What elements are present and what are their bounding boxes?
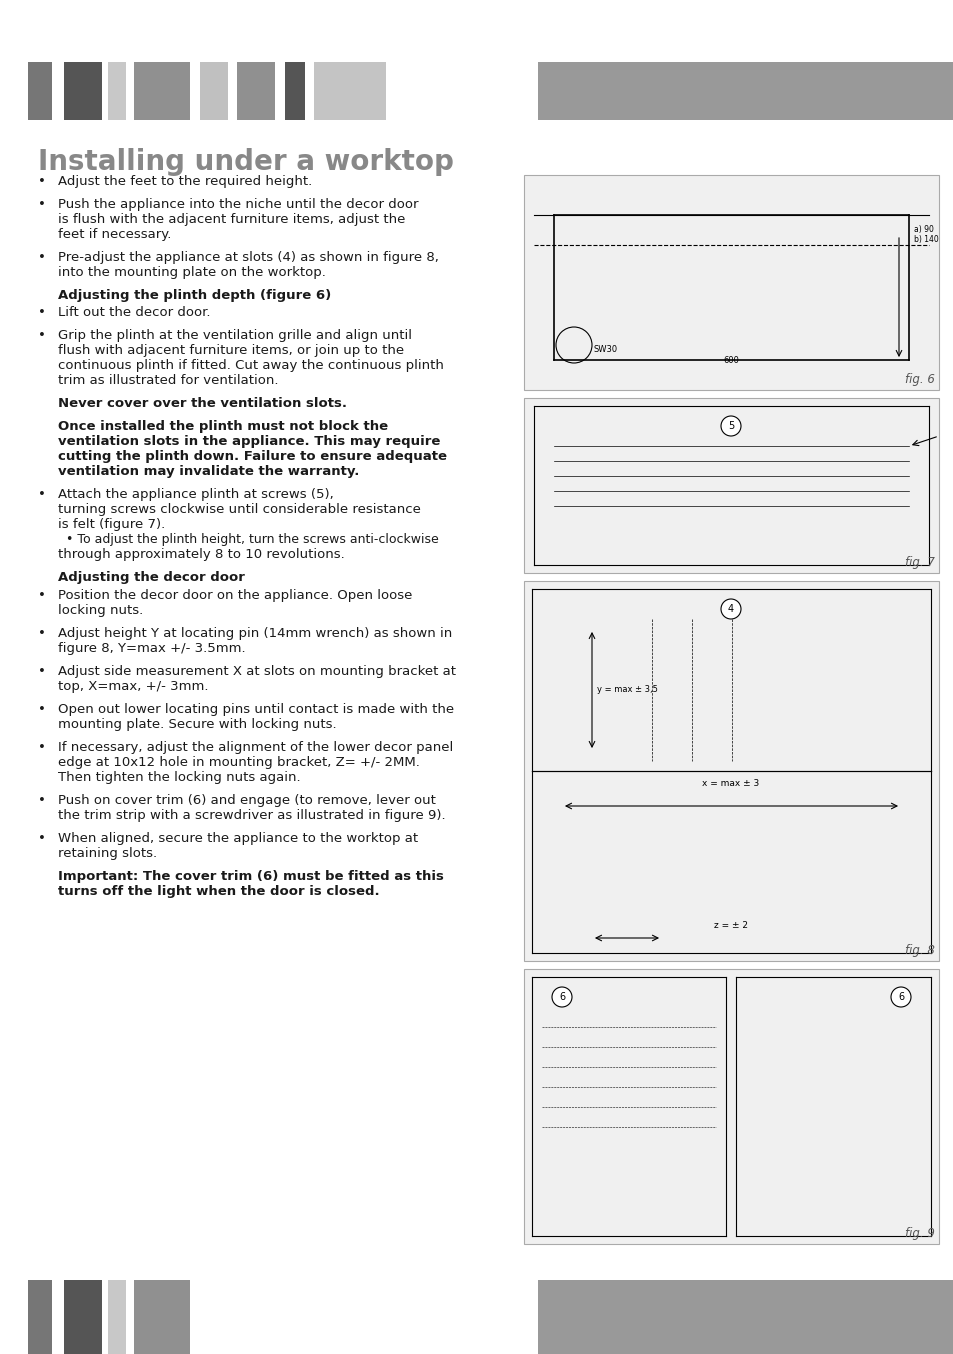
Text: locking nuts.: locking nuts.	[58, 604, 143, 617]
Text: • To adjust the plinth height, turn the screws anti-clockwise: • To adjust the plinth height, turn the …	[66, 533, 438, 547]
Text: fig. 9: fig. 9	[904, 1227, 934, 1240]
Text: y = max ± 3,5: y = max ± 3,5	[597, 685, 658, 695]
Text: •: •	[38, 665, 46, 678]
Text: fig. 7: fig. 7	[904, 556, 934, 569]
Text: •: •	[38, 329, 46, 343]
Text: top, X=max, +/- 3mm.: top, X=max, +/- 3mm.	[58, 680, 209, 693]
Text: feet if necessary.: feet if necessary.	[58, 227, 172, 241]
Bar	[523, 175, 938, 390]
Text: •: •	[38, 627, 46, 640]
Bar	[64, 1280, 102, 1354]
Text: •: •	[38, 306, 46, 320]
Text: Adjust height Y at locating pin (14mm wrench) as shown in: Adjust height Y at locating pin (14mm wr…	[58, 627, 452, 640]
Text: Adjusting the plinth depth (figure 6): Adjusting the plinth depth (figure 6)	[58, 288, 331, 302]
Text: ventilation may invalidate the warranty.: ventilation may invalidate the warranty.	[58, 466, 359, 478]
Text: z = ± 2: z = ± 2	[713, 921, 747, 930]
Text: •: •	[38, 589, 46, 601]
Bar	[28, 1280, 52, 1354]
Bar	[523, 581, 938, 961]
Text: Important: The cover trim (6) must be fitted as this: Important: The cover trim (6) must be fi…	[58, 869, 443, 883]
Text: Grip the plinth at the ventilation grille and align until: Grip the plinth at the ventilation grill…	[58, 329, 412, 343]
Text: is felt (figure 7).: is felt (figure 7).	[58, 519, 165, 531]
Bar	[108, 62, 126, 121]
Text: Attach the appliance plinth at screws (5),: Attach the appliance plinth at screws (5…	[58, 489, 334, 501]
Text: •: •	[38, 741, 46, 754]
Text: •: •	[38, 831, 46, 845]
Text: fig. 6: fig. 6	[904, 372, 934, 386]
Text: When aligned, secure the appliance to the worktop at: When aligned, secure the appliance to th…	[58, 831, 417, 845]
Text: Open out lower locating pins until contact is made with the: Open out lower locating pins until conta…	[58, 703, 454, 716]
Text: •: •	[38, 703, 46, 716]
Text: the trim strip with a screwdriver as illustrated in figure 9).: the trim strip with a screwdriver as ill…	[58, 808, 445, 822]
Text: •: •	[38, 175, 46, 188]
Bar	[523, 969, 938, 1244]
Text: mounting plate. Secure with locking nuts.: mounting plate. Secure with locking nuts…	[58, 718, 336, 731]
Text: SW30: SW30	[594, 345, 618, 355]
Text: Adjust side measurement X at slots on mounting bracket at: Adjust side measurement X at slots on mo…	[58, 665, 456, 678]
Text: x = max ± 3: x = max ± 3	[701, 779, 759, 788]
Text: Push on cover trim (6) and engage (to remove, lever out: Push on cover trim (6) and engage (to re…	[58, 793, 436, 807]
Text: •: •	[38, 198, 46, 211]
Text: fig. 8: fig. 8	[904, 944, 934, 957]
Text: •: •	[38, 793, 46, 807]
Bar	[537, 62, 953, 121]
Text: ventilation slots in the appliance. This may require: ventilation slots in the appliance. This…	[58, 436, 440, 448]
Text: 4: 4	[727, 604, 733, 613]
Text: 600: 600	[722, 356, 739, 366]
Bar	[200, 62, 228, 121]
Text: continuous plinth if fitted. Cut away the continuous plinth: continuous plinth if fitted. Cut away th…	[58, 359, 443, 372]
Text: Adjusting the decor door: Adjusting the decor door	[58, 571, 245, 585]
Bar	[133, 62, 190, 121]
Text: figure 8, Y=max +/- 3.5mm.: figure 8, Y=max +/- 3.5mm.	[58, 642, 245, 655]
Text: retaining slots.: retaining slots.	[58, 846, 157, 860]
Bar	[314, 62, 386, 121]
Text: Position the decor door on the appliance. Open loose: Position the decor door on the appliance…	[58, 589, 412, 601]
Text: edge at 10x12 hole in mounting bracket, Z= +/- 2MM.: edge at 10x12 hole in mounting bracket, …	[58, 756, 419, 769]
Bar	[523, 398, 938, 573]
Text: 6: 6	[897, 992, 903, 1002]
Text: trim as illustrated for ventilation.: trim as illustrated for ventilation.	[58, 375, 278, 387]
Circle shape	[720, 416, 740, 436]
Text: through approximately 8 to 10 revolutions.: through approximately 8 to 10 revolution…	[58, 548, 344, 562]
Text: Adjust the feet to the required height.: Adjust the feet to the required height.	[58, 175, 312, 188]
Circle shape	[552, 987, 572, 1007]
Text: 5: 5	[727, 421, 734, 431]
Text: Installing under a worktop: Installing under a worktop	[38, 148, 454, 176]
Text: turning screws clockwise until considerable resistance: turning screws clockwise until considera…	[58, 504, 420, 516]
Text: cutting the plinth down. Failure to ensure adequate: cutting the plinth down. Failure to ensu…	[58, 451, 447, 463]
Text: Push the appliance into the niche until the decor door: Push the appliance into the niche until …	[58, 198, 418, 211]
Circle shape	[890, 987, 910, 1007]
Text: •: •	[38, 250, 46, 264]
Text: Never cover over the ventilation slots.: Never cover over the ventilation slots.	[58, 398, 347, 410]
Bar	[133, 1280, 190, 1354]
Text: If necessary, adjust the alignment of the lower decor panel: If necessary, adjust the alignment of th…	[58, 741, 453, 754]
Text: is flush with the adjacent furniture items, adjust the: is flush with the adjacent furniture ite…	[58, 213, 405, 226]
Text: turns off the light when the door is closed.: turns off the light when the door is clo…	[58, 884, 379, 898]
Text: flush with adjacent furniture items, or join up to the: flush with adjacent furniture items, or …	[58, 344, 404, 357]
Text: Once installed the plinth must not block the: Once installed the plinth must not block…	[58, 420, 388, 433]
Circle shape	[720, 598, 740, 619]
Bar	[28, 62, 52, 121]
Bar	[64, 62, 102, 121]
Bar	[285, 62, 305, 121]
Text: 6: 6	[558, 992, 564, 1002]
Text: Pre-adjust the appliance at slots (4) as shown in figure 8,: Pre-adjust the appliance at slots (4) as…	[58, 250, 438, 264]
Text: •: •	[38, 489, 46, 501]
Text: a) 90
b) 140: a) 90 b) 140	[913, 225, 938, 245]
Text: Lift out the decor door.: Lift out the decor door.	[58, 306, 211, 320]
Text: Then tighten the locking nuts again.: Then tighten the locking nuts again.	[58, 770, 300, 784]
Bar	[108, 1280, 126, 1354]
Bar	[537, 1280, 953, 1354]
Bar	[236, 62, 274, 121]
Text: into the mounting plate on the worktop.: into the mounting plate on the worktop.	[58, 265, 326, 279]
